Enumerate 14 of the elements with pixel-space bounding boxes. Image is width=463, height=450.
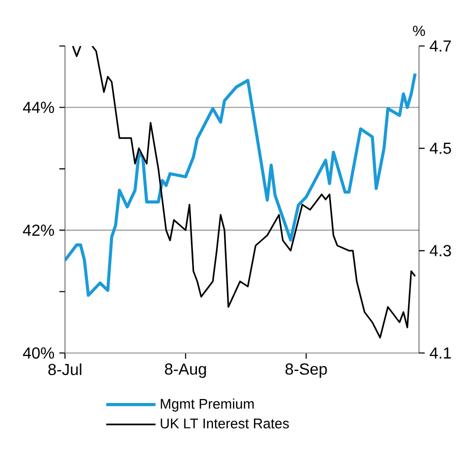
x-tick-label: 8-Jul bbox=[48, 363, 82, 376]
x-tick-label: 8-Sep bbox=[286, 363, 327, 378]
y-tick-label: 40% bbox=[22, 347, 54, 359]
x-tick-label: 8-Aug bbox=[164, 363, 206, 378]
y2-tick-label: 4.5 bbox=[430, 142, 451, 154]
y2-tick-label: 4.7 bbox=[430, 40, 451, 52]
legend-label: UK LT Interest Rates bbox=[160, 418, 289, 428]
legend-label: Mgmt Premium bbox=[160, 398, 254, 412]
line-series bbox=[65, 72, 417, 297]
y2-axis-title: % bbox=[412, 26, 425, 36]
y-tick-label: 42% bbox=[22, 224, 54, 236]
y2-tick-label: 4.1 bbox=[430, 348, 451, 359]
y2-tick-label: 4.3 bbox=[430, 245, 451, 256]
y-tick-label: 44% bbox=[22, 102, 54, 113]
